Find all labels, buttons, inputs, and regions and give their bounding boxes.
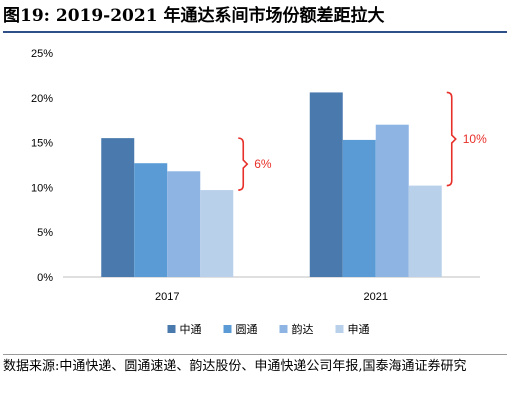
bar-2021-3 xyxy=(408,185,442,277)
legend-swatch xyxy=(223,325,232,333)
y-tick-label: 10% xyxy=(31,182,53,194)
figure-label: 图19: xyxy=(3,6,50,26)
y-tick-label: 25% xyxy=(31,48,53,60)
title-underline xyxy=(3,31,507,33)
source-note: 数据来源:中通快递、圆通速递、韵达股份、申通快递公司年报,国泰海通证券研究 xyxy=(3,359,467,374)
legend-label: 中通 xyxy=(180,323,202,336)
bar-chart: 0% 5% 10% 15% 20% 25% 2017 2021 6% 10% 中通 圆通 韵达 申通 xyxy=(31,48,487,336)
legend-swatch xyxy=(279,325,288,333)
bar-2017-1 xyxy=(134,163,168,277)
y-tick-label: 0% xyxy=(37,272,53,284)
figure-title-text: 2019-2021 年通达系间市场份额差距拉大 xyxy=(55,6,385,26)
bracket-2017 xyxy=(238,137,249,191)
bracket-2021 xyxy=(446,91,457,187)
bar-2021-2 xyxy=(375,124,409,278)
x-tick-label: 2017 xyxy=(155,291,179,303)
legend-label: 圆通 xyxy=(236,323,258,336)
y-tick-label: 15% xyxy=(31,138,53,150)
figure-title: 图19: 2019-2021 年通达系间市场份额差距拉大 xyxy=(3,2,507,30)
source-divider xyxy=(3,354,507,355)
y-tick-label: 5% xyxy=(37,227,53,239)
bar-2021-1 xyxy=(342,139,376,277)
annotation-label: 10% xyxy=(463,132,487,146)
legend-label: 申通 xyxy=(348,323,370,336)
legend-label: 韵达 xyxy=(292,322,314,336)
bar-2017-2 xyxy=(167,171,201,277)
annotation-label: 6% xyxy=(254,157,272,171)
x-tick-label: 2021 xyxy=(364,291,388,303)
bar-2017-3 xyxy=(200,190,234,277)
y-tick-label: 20% xyxy=(31,93,53,105)
bar-2021-0 xyxy=(309,92,343,277)
legend-swatch xyxy=(167,325,176,333)
bar-2017-0 xyxy=(101,138,135,277)
legend-swatch xyxy=(335,325,344,333)
